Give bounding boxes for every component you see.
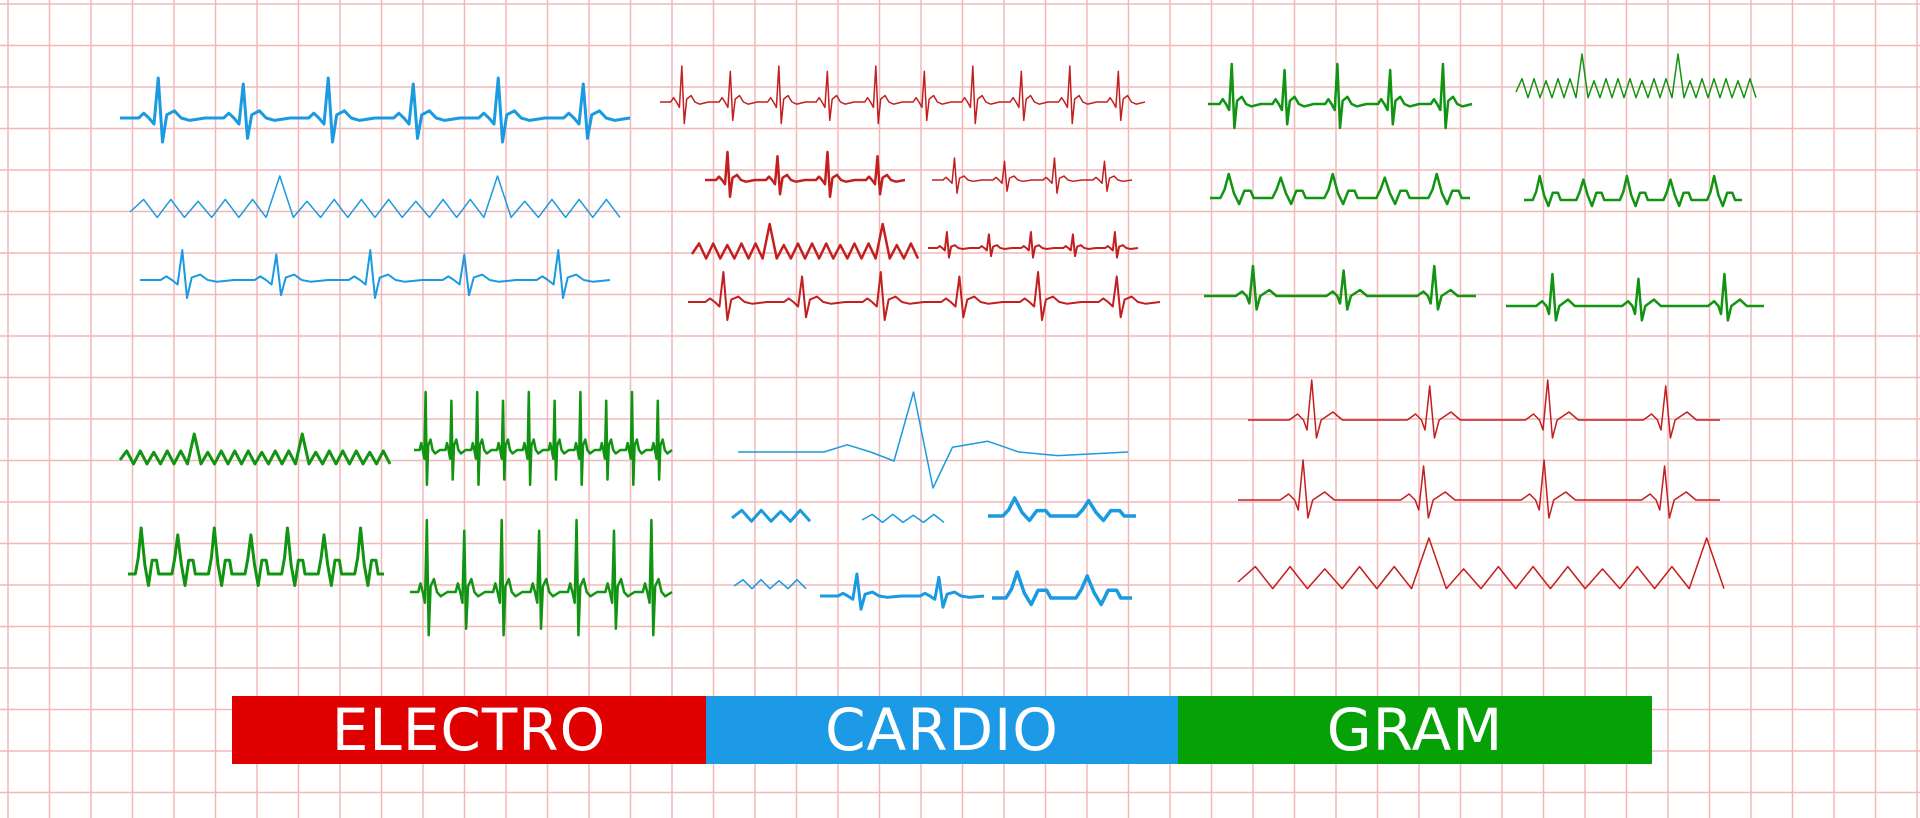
ecg-trace-blue-1 [120, 76, 631, 144]
ecg-trace-green-4b [414, 390, 673, 487]
ecg-trace-red-5 [1248, 379, 1720, 439]
ecg-trace-red-2b [932, 157, 1133, 194]
banner-electro: ELECTRO [232, 696, 706, 764]
ecg-trace-green-5b [410, 518, 673, 637]
ecg-trace-blue-6a [733, 578, 807, 590]
ecg-trace-green-4a [118, 432, 392, 466]
ecg-trace-green-3b [1506, 272, 1764, 322]
ecg-trace-green-1a [1208, 62, 1473, 130]
ecg-trace-blue-3 [140, 249, 611, 299]
ecg-trace-green-1b [1515, 53, 1757, 99]
ecg-trace-red-4 [688, 271, 1161, 321]
ecg-trace-red-6 [1238, 459, 1720, 519]
ecg-trace-red-3a [690, 222, 920, 260]
ecg-trace-green-3a [1204, 264, 1476, 311]
ecg-trace-red-2a [705, 150, 906, 199]
ecg-trace-red-3b [928, 231, 1139, 259]
banner-gram-label: GRAM [1326, 696, 1504, 764]
ecg-trace-red-7 [1237, 537, 1725, 590]
ecg-trace-blue-5a [731, 508, 812, 523]
ecg-trace-blue-5b [861, 513, 945, 524]
ecg-trace-blue-6b [820, 572, 985, 611]
banner-cardio-label: CARDIO [825, 696, 1059, 764]
ecg-trace-green-2a [1210, 172, 1470, 206]
ecg-trace-green-5a [128, 526, 384, 587]
ecg-trace-red-1 [660, 65, 1146, 125]
banner-electro-label: ELECTRO [331, 696, 607, 764]
ecg-trace-blue-4 [738, 391, 1129, 489]
ecg-trace-blue-2 [129, 175, 621, 219]
banner-gram: GRAM [1178, 696, 1652, 764]
ecg-trace-blue-6c [992, 570, 1132, 607]
ecg-trace-blue-5c [988, 496, 1136, 523]
banner-cardio: CARDIO [706, 696, 1178, 764]
ecg-trace-green-2b [1524, 174, 1742, 208]
